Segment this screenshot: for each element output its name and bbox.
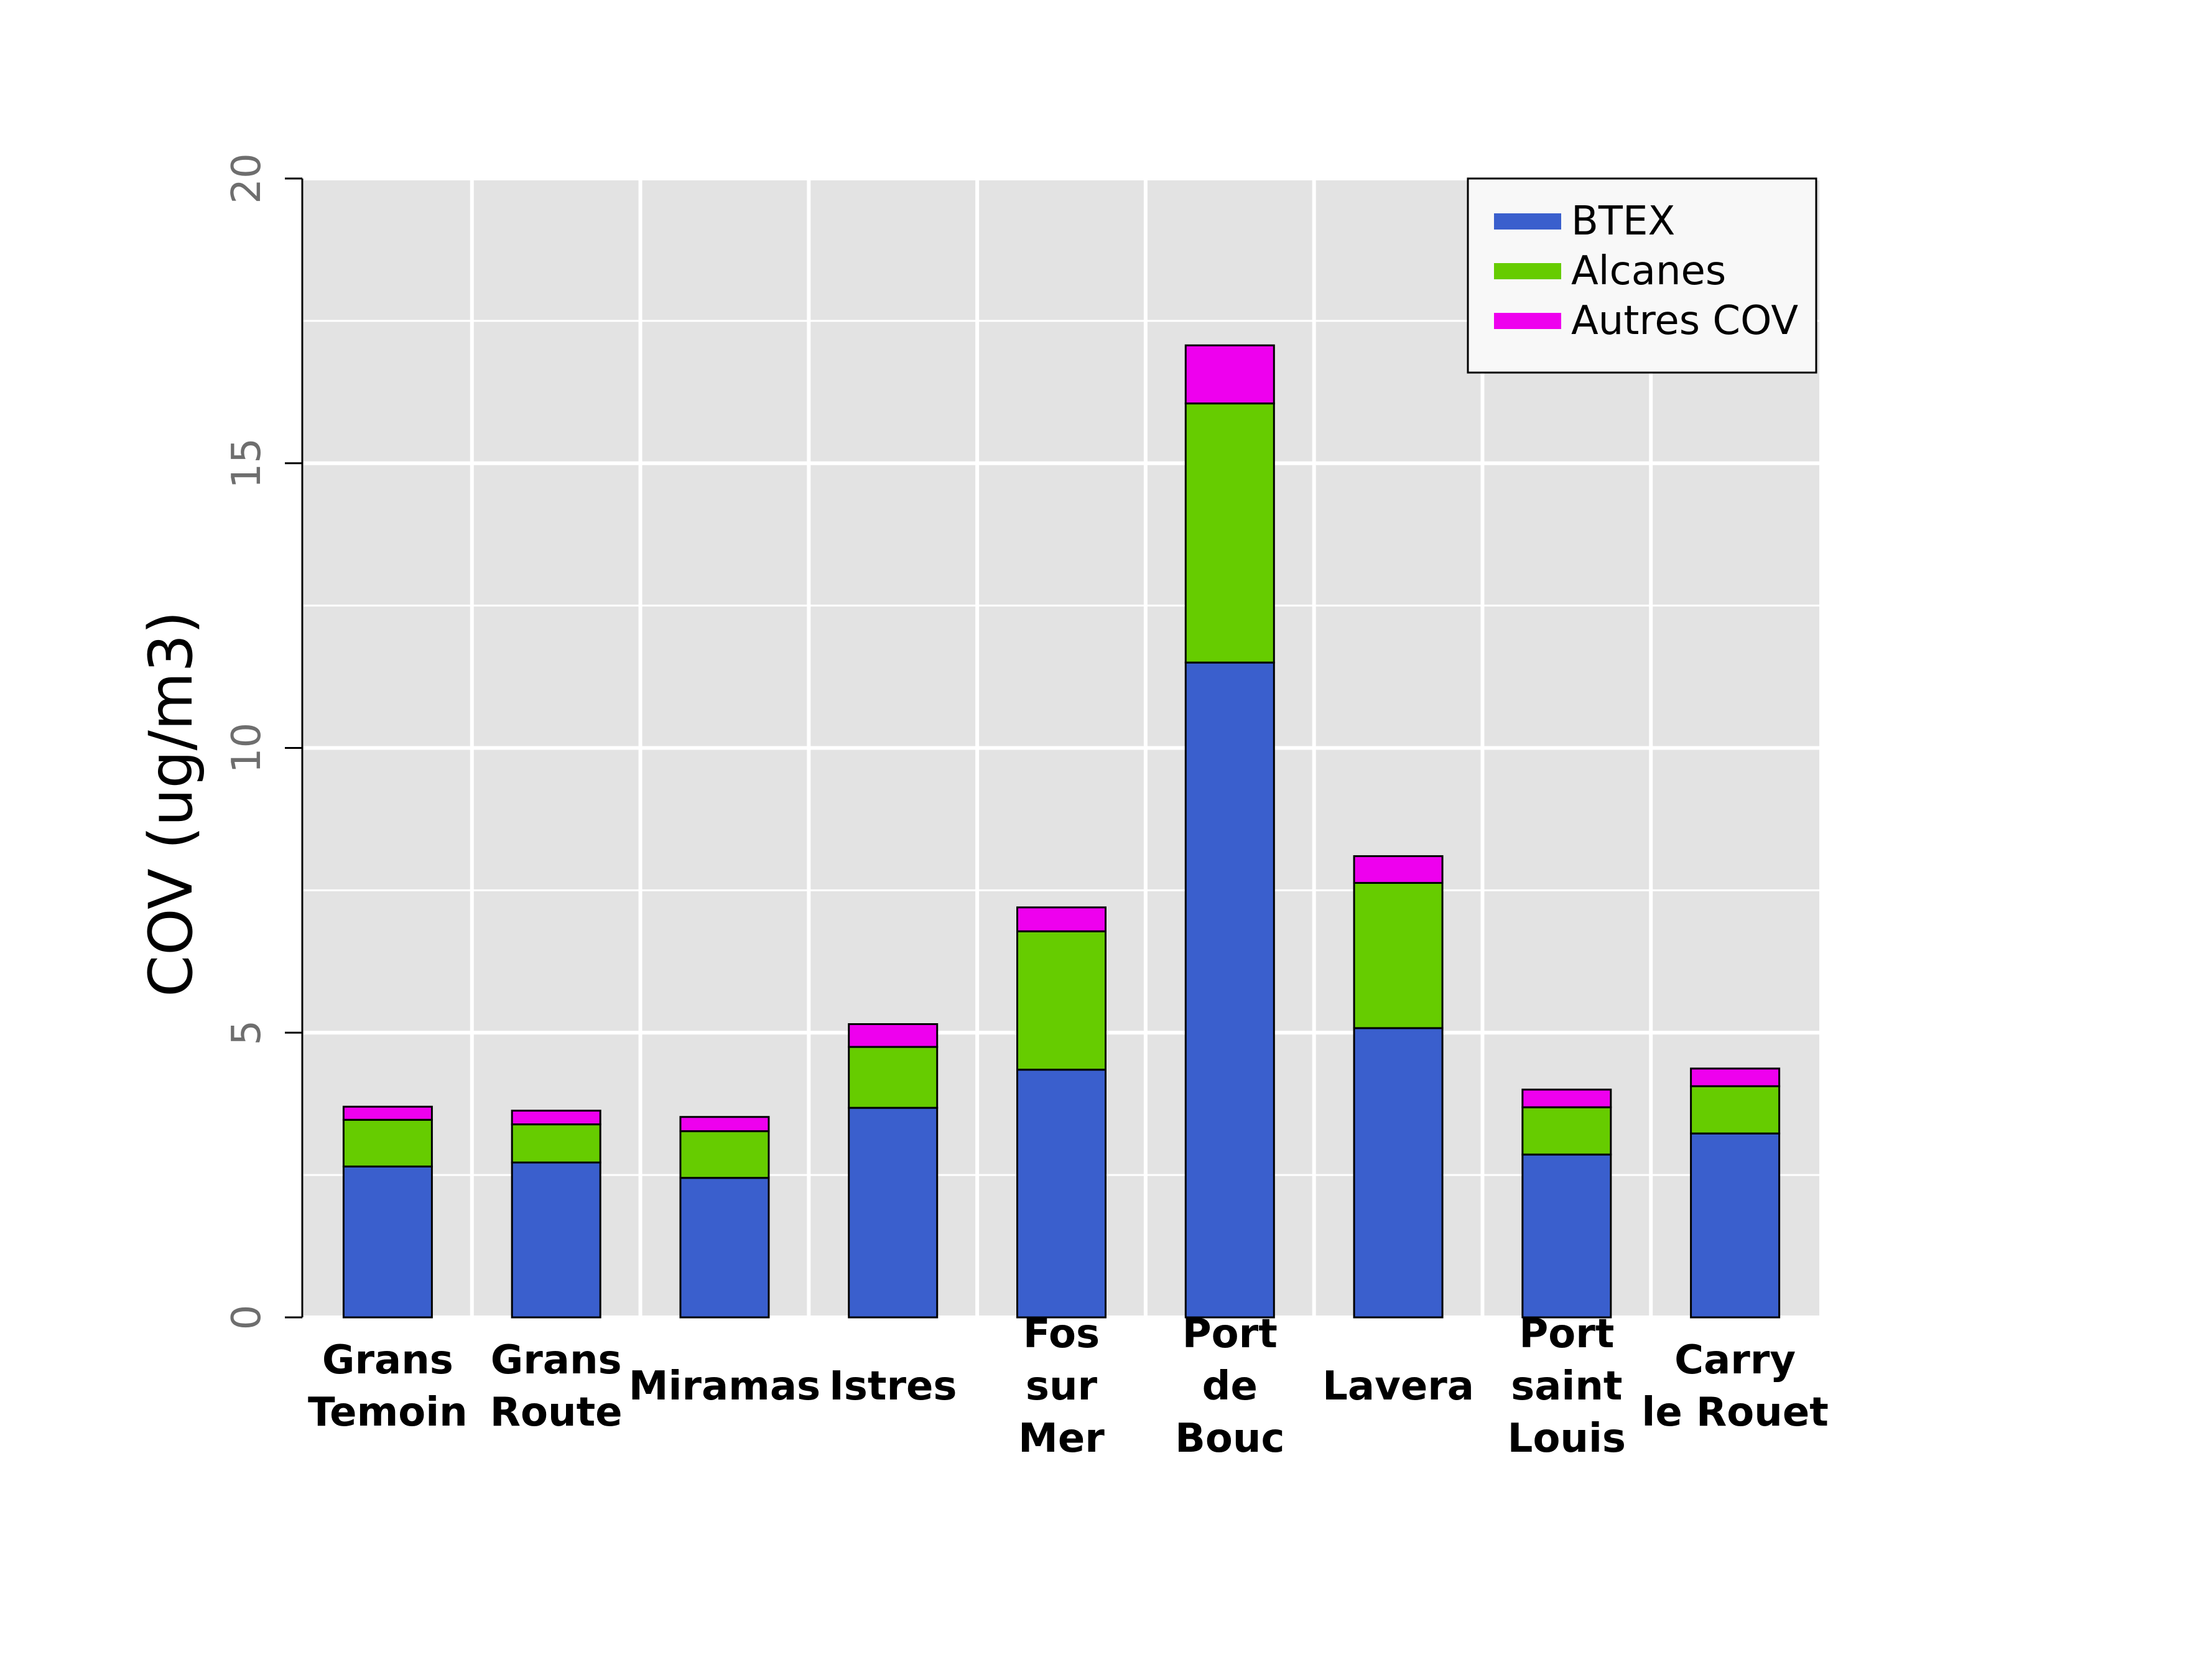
x-tick-label-line: Port (1182, 1311, 1278, 1357)
bar-alcanes (1690, 1085, 1781, 1135)
y-axis: 0 5 10 15 20 (224, 153, 304, 1330)
x-tick-label: Port de Bouc (1175, 1311, 1284, 1462)
x-tick-label-line: Bouc (1175, 1416, 1284, 1462)
x-tick-label: Istres (829, 1363, 957, 1409)
bar-alcanes (679, 1130, 770, 1179)
bar-autres-cov (1184, 344, 1275, 405)
x-tick-label-line: de (1202, 1363, 1258, 1409)
x-tick-label-line: saint (1511, 1363, 1622, 1409)
y-tick-label: 20 (224, 153, 270, 203)
bars (342, 344, 1781, 1319)
x-tick-label: Grans Temoin (308, 1337, 468, 1436)
bar-autres-cov (1016, 906, 1107, 932)
y-tick-label: 5 (224, 1020, 270, 1046)
bar-alcanes (342, 1118, 433, 1167)
legend-swatch (1494, 263, 1561, 279)
bar-alcanes (1016, 930, 1107, 1071)
bar-alcanes (1184, 402, 1275, 664)
x-tick-label-line: Temoin (308, 1390, 468, 1436)
legend-label: Alcanes (1571, 248, 1726, 294)
x-tick-label-line: Fos (1023, 1311, 1100, 1357)
x-tick-label-line: le Rouet (1641, 1390, 1828, 1436)
bar-btex (342, 1165, 433, 1319)
legend-label: BTEX (1571, 198, 1675, 244)
bar-btex (1184, 661, 1275, 1319)
x-tick-label: Lavera (1322, 1363, 1474, 1409)
x-tick-label-line: Grans (322, 1337, 453, 1383)
bar-alcanes (848, 1046, 939, 1109)
bar-autres-cov (1521, 1088, 1612, 1108)
bar-autres-cov (511, 1110, 601, 1126)
bar-btex (1521, 1153, 1612, 1319)
y-axis-label: COV (ug/m3) (136, 611, 206, 997)
x-tick-label-line: Miramas (629, 1363, 820, 1409)
y-tick-label: 0 (224, 1305, 270, 1330)
bar-autres-cov (342, 1105, 433, 1121)
x-tick-label-line: Lavera (1322, 1363, 1474, 1409)
bar-btex (848, 1107, 939, 1319)
y-tick-label: 15 (224, 438, 270, 488)
legend-swatch (1494, 213, 1561, 230)
x-tick-label-line: Route (490, 1390, 623, 1436)
x-tick-label-line: Port (1519, 1311, 1614, 1357)
bar-btex (1690, 1132, 1781, 1319)
x-tick-label: Fos sur Mer (1018, 1311, 1105, 1462)
x-tick-label-line: Grans (491, 1337, 622, 1383)
x-tick-label: Miramas (629, 1363, 820, 1409)
x-tick-label-line: sur (1026, 1363, 1098, 1409)
bar-alcanes (1521, 1106, 1612, 1156)
bar-btex (1016, 1069, 1107, 1319)
x-tick-label-line: Carry (1674, 1337, 1796, 1383)
bar-autres-cov (1690, 1067, 1781, 1087)
x-tick-label-line: Istres (829, 1363, 957, 1409)
legend-swatch (1494, 313, 1561, 329)
bar-alcanes (1353, 881, 1444, 1029)
x-tick-label: Port saint Louis (1508, 1311, 1626, 1462)
bar-btex (679, 1177, 770, 1319)
bar-btex (1353, 1027, 1444, 1319)
x-tick-label-line: Louis (1508, 1416, 1626, 1462)
bar-btex (511, 1161, 601, 1319)
x-tick-label: Carry le Rouet (1641, 1337, 1828, 1436)
bar-autres-cov (679, 1116, 770, 1133)
legend-label: Autres COV (1571, 298, 1798, 344)
x-tick-label-line: Mer (1018, 1416, 1105, 1462)
bar-alcanes (511, 1123, 601, 1164)
bar-autres-cov (848, 1023, 939, 1048)
y-tick-label: 10 (224, 723, 270, 773)
x-tick-label: Grans Route (490, 1337, 623, 1436)
bar-autres-cov (1353, 855, 1444, 884)
